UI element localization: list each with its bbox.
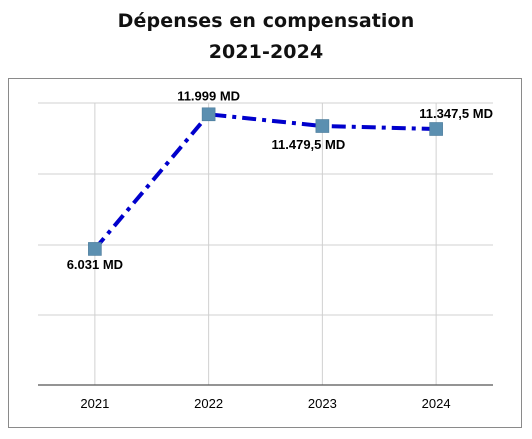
chart-title-line-2: 2021-2024 xyxy=(208,41,324,63)
data-point-marker xyxy=(315,119,330,133)
x-tick-label: 2024 xyxy=(422,396,451,411)
data-point-marker xyxy=(88,242,102,256)
data-label: 11.999 MD xyxy=(177,88,240,103)
data-label: 11.479,5 MD xyxy=(272,137,346,152)
x-tick-label: 2021 xyxy=(80,396,109,411)
chart-title-line-1: Dépenses en compensation xyxy=(117,10,415,32)
x-tick-label: 2022 xyxy=(194,396,223,411)
data-label: 6.031 MD xyxy=(67,257,123,272)
x-tick-label: 2023 xyxy=(308,396,337,411)
data-point-marker xyxy=(201,107,216,122)
data-label: 11.347,5 MD xyxy=(419,106,493,121)
series-line xyxy=(93,112,437,251)
data-point-marker xyxy=(429,122,443,136)
